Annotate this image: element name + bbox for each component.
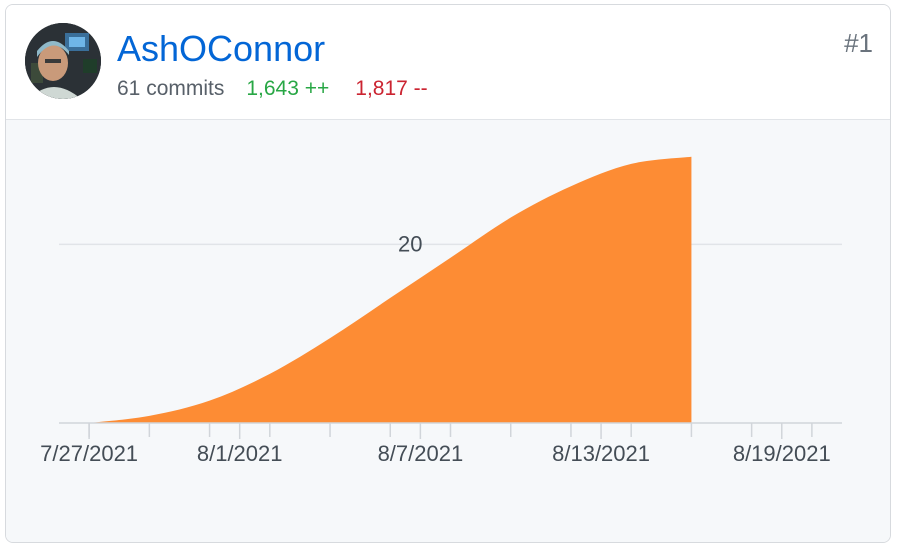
x-tick-label: 7/27/2021 xyxy=(40,441,138,466)
y-tick-label: 20 xyxy=(398,231,422,256)
avatar[interactable] xyxy=(25,23,101,99)
commit-activity-chart: 20 7/27/2021 8/1/2021 8/7/2021 8/13/2021 8/1… xyxy=(6,120,890,542)
x-tick-label: 8/7/2021 xyxy=(378,441,464,466)
chart-svg: 20 7/27/2021 8/1/2021 8/7/2021 8/13/2021 8/1… xyxy=(40,156,842,466)
contributor-card: AshOConnor #1 61 commits 1,643 ++ 1,817 --… xyxy=(5,4,891,543)
deletions-count: 1,817 -- xyxy=(355,77,428,100)
x-tick-label: 8/19/2021 xyxy=(733,441,831,466)
username-link[interactable]: AshOConnor xyxy=(117,28,326,69)
avatar-image xyxy=(25,23,101,99)
rank-label: #1 xyxy=(844,28,873,58)
x-tick-label: 8/1/2021 xyxy=(197,441,283,466)
commits-area-series xyxy=(89,156,692,423)
contributor-stats: 61 commits 1,643 ++ 1,817 -- xyxy=(117,76,428,102)
additions-count: 1,643 ++ xyxy=(246,77,330,100)
commits-count[interactable]: 61 commits xyxy=(117,77,225,100)
contributor-header: AshOConnor #1 61 commits 1,643 ++ 1,817 -- xyxy=(6,5,890,120)
x-tick-label: 8/13/2021 xyxy=(552,441,650,466)
